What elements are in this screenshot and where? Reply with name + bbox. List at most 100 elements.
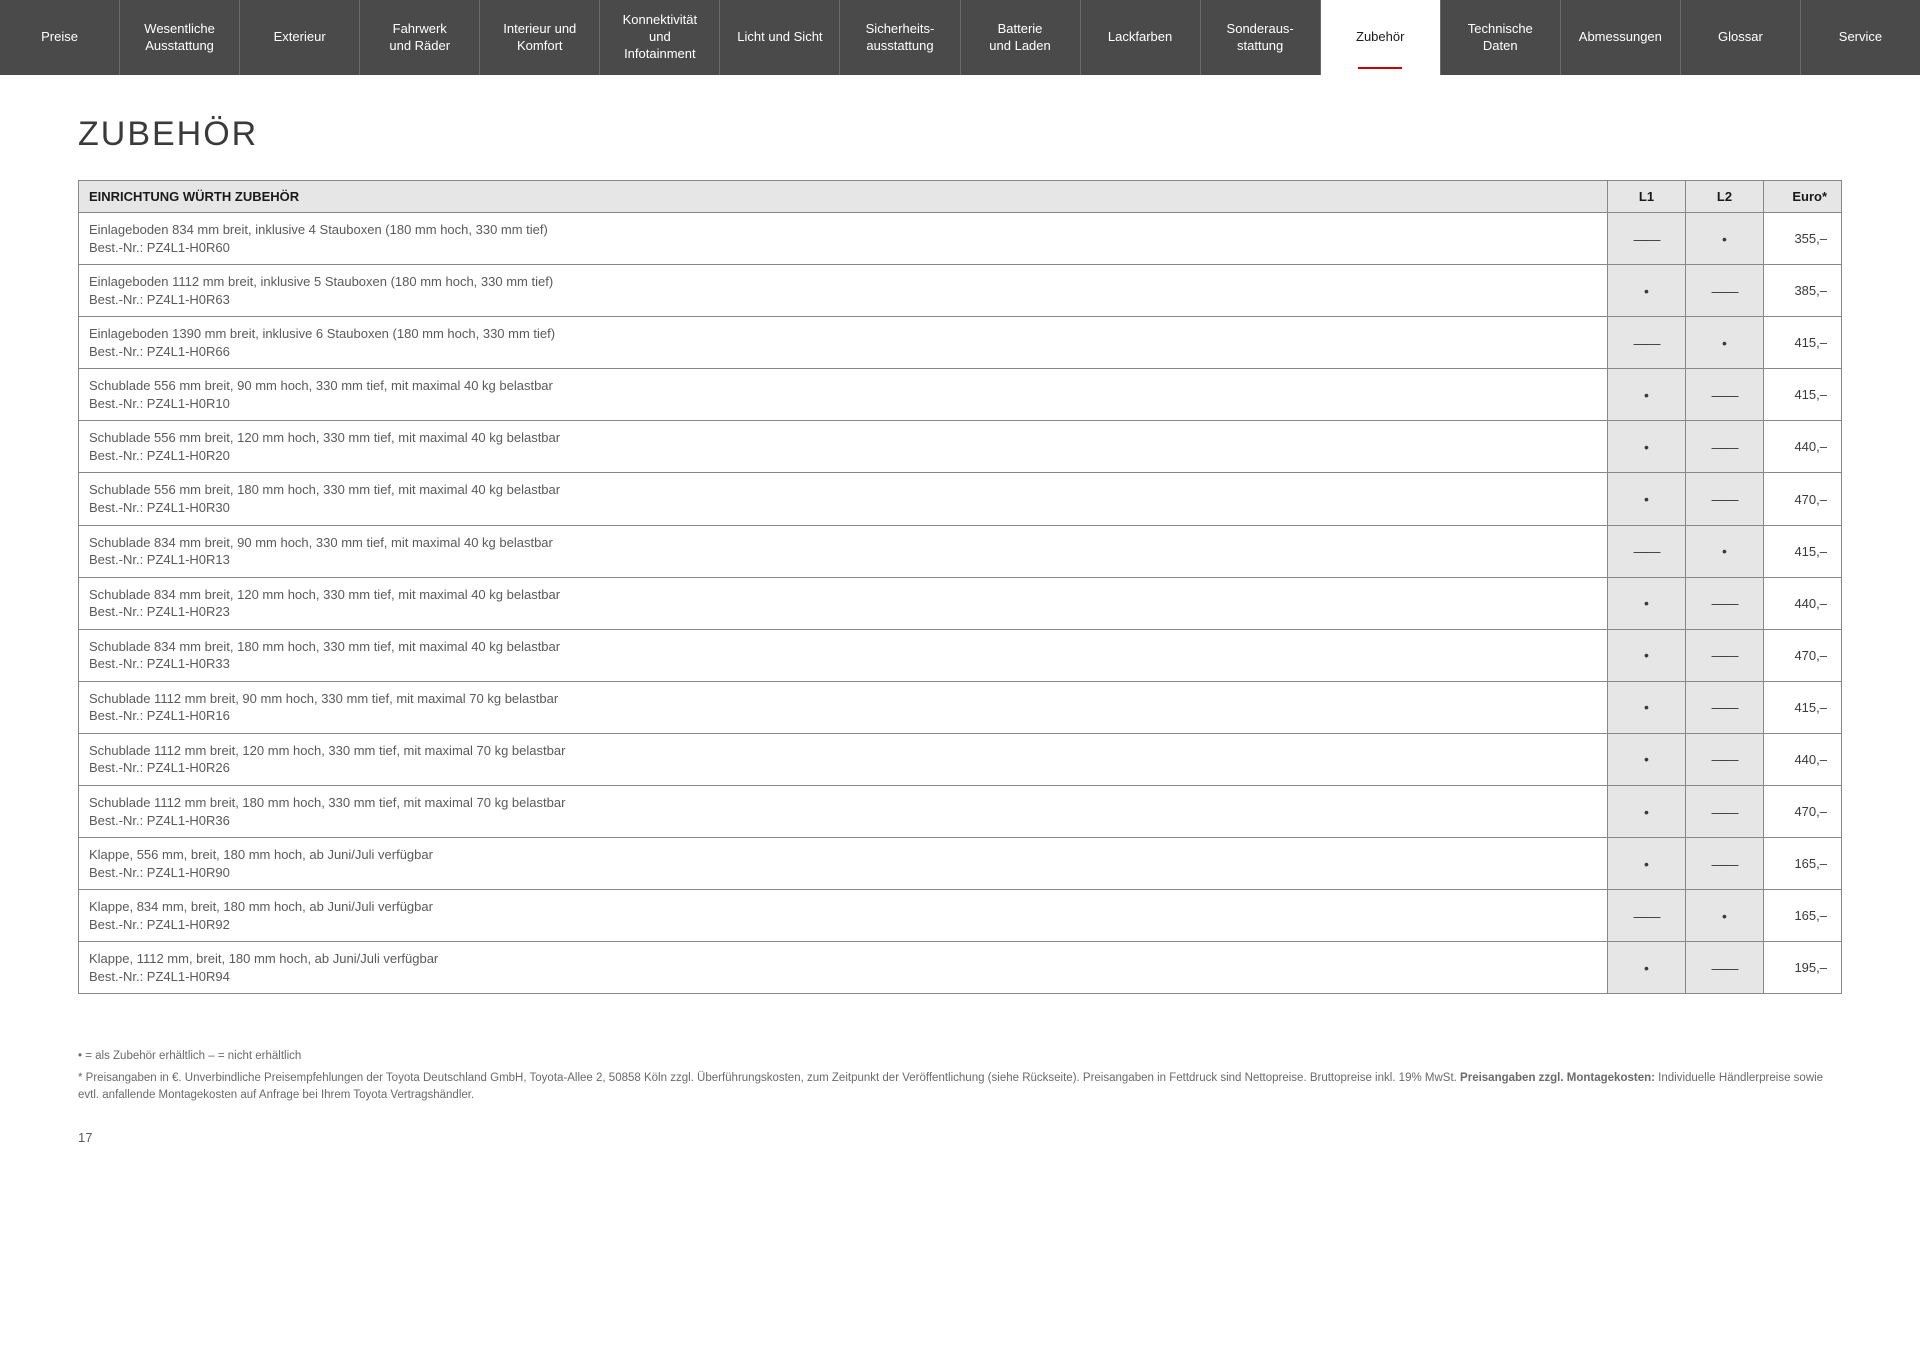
desc-line1: Schublade 556 mm breit, 90 mm hoch, 330 … [89, 377, 1597, 395]
nav-tab[interactable]: Sicherheits-ausstattung [840, 0, 960, 75]
l1-cell: —— [1608, 317, 1686, 369]
description-cell: Schublade 556 mm breit, 180 mm hoch, 330… [79, 473, 1608, 525]
desc-line2: Best.-Nr.: PZ4L1-H0R60 [89, 239, 1597, 257]
nav-tab[interactable]: TechnischeDaten [1441, 0, 1561, 75]
l2-cell: • [1686, 213, 1764, 265]
nav-tab[interactable]: Glossar [1681, 0, 1801, 75]
header-l2: L2 [1686, 181, 1764, 213]
price-note-prefix: * Preisangaben in €. Unverbindliche Prei… [78, 1072, 1460, 1084]
l2-cell: • [1686, 317, 1764, 369]
l2-cell: —— [1686, 629, 1764, 681]
nav-tab[interactable]: KonnektivitätundInfotainment [600, 0, 720, 75]
description-cell: Schublade 556 mm breit, 120 mm hoch, 330… [79, 421, 1608, 473]
nav-tab[interactable]: Lackfarben [1081, 0, 1201, 75]
desc-line1: Schublade 834 mm breit, 90 mm hoch, 330 … [89, 534, 1597, 552]
nav-tab[interactable]: Preise [0, 0, 120, 75]
page-number: 17 [78, 1130, 1842, 1145]
page-title: ZUBEHÖR [78, 115, 1842, 154]
desc-line1: Schublade 556 mm breit, 120 mm hoch, 330… [89, 429, 1597, 447]
desc-line2: Best.-Nr.: PZ4L1-H0R10 [89, 395, 1597, 413]
l1-cell: —— [1608, 890, 1686, 942]
desc-line2: Best.-Nr.: PZ4L1-H0R30 [89, 499, 1597, 517]
table-row: Klappe, 834 mm, breit, 180 mm hoch, ab J… [79, 890, 1842, 942]
description-cell: Schublade 834 mm breit, 90 mm hoch, 330 … [79, 525, 1608, 577]
price-cell: 470,– [1764, 629, 1842, 681]
desc-line1: Klappe, 556 mm, breit, 180 mm hoch, ab J… [89, 846, 1597, 864]
desc-line1: Schublade 834 mm breit, 120 mm hoch, 330… [89, 586, 1597, 604]
l2-cell: —— [1686, 265, 1764, 317]
nav-tab[interactable]: Exterieur [240, 0, 360, 75]
l1-cell: —— [1608, 213, 1686, 265]
price-cell: 470,– [1764, 473, 1842, 525]
l2-cell: —— [1686, 421, 1764, 473]
price-cell: 355,– [1764, 213, 1842, 265]
nav-tab[interactable]: Batterieund Laden [961, 0, 1081, 75]
header-title: EINRICHTUNG WÜRTH ZUBEHÖR [79, 181, 1608, 213]
l1-cell: • [1608, 369, 1686, 421]
table-row: Schublade 556 mm breit, 90 mm hoch, 330 … [79, 369, 1842, 421]
l2-cell: —— [1686, 369, 1764, 421]
price-cell: 440,– [1764, 421, 1842, 473]
desc-line1: Einlageboden 1112 mm breit, inklusive 5 … [89, 273, 1597, 291]
footnotes: • = als Zubehör erhältlich – = nicht erh… [78, 1048, 1842, 1104]
nav-tab[interactable]: Service [1801, 0, 1920, 75]
price-cell: 415,– [1764, 317, 1842, 369]
table-row: Schublade 834 mm breit, 90 mm hoch, 330 … [79, 525, 1842, 577]
table-row: Klappe, 1112 mm, breit, 180 mm hoch, ab … [79, 942, 1842, 994]
price-note: * Preisangaben in €. Unverbindliche Prei… [78, 1070, 1842, 1105]
table-row: Schublade 556 mm breit, 120 mm hoch, 330… [79, 421, 1842, 473]
desc-line1: Klappe, 1112 mm, breit, 180 mm hoch, ab … [89, 950, 1597, 968]
table-row: Schublade 834 mm breit, 120 mm hoch, 330… [79, 577, 1842, 629]
description-cell: Einlageboden 1112 mm breit, inklusive 5 … [79, 265, 1608, 317]
desc-line1: Schublade 834 mm breit, 180 mm hoch, 330… [89, 638, 1597, 656]
desc-line2: Best.-Nr.: PZ4L1-H0R20 [89, 447, 1597, 465]
l1-cell: • [1608, 942, 1686, 994]
nav-tab[interactable]: Interieur undKomfort [480, 0, 600, 75]
l1-cell: • [1608, 629, 1686, 681]
accessories-table: EINRICHTUNG WÜRTH ZUBEHÖR L1 L2 Euro* Ei… [78, 180, 1842, 994]
table-row: Schublade 834 mm breit, 180 mm hoch, 330… [79, 629, 1842, 681]
desc-line1: Klappe, 834 mm, breit, 180 mm hoch, ab J… [89, 898, 1597, 916]
desc-line1: Schublade 556 mm breit, 180 mm hoch, 330… [89, 481, 1597, 499]
desc-line2: Best.-Nr.: PZ4L1-H0R94 [89, 968, 1597, 986]
table-row: Schublade 556 mm breit, 180 mm hoch, 330… [79, 473, 1842, 525]
price-cell: 440,– [1764, 577, 1842, 629]
desc-line1: Schublade 1112 mm breit, 90 mm hoch, 330… [89, 690, 1597, 708]
l1-cell: • [1608, 473, 1686, 525]
price-cell: 165,– [1764, 890, 1842, 942]
header-price: Euro* [1764, 181, 1842, 213]
description-cell: Klappe, 1112 mm, breit, 180 mm hoch, ab … [79, 942, 1608, 994]
l2-cell: —— [1686, 473, 1764, 525]
page-content: ZUBEHÖR EINRICHTUNG WÜRTH ZUBEHÖR L1 L2 … [0, 75, 1920, 1145]
desc-line2: Best.-Nr.: PZ4L1-H0R92 [89, 916, 1597, 934]
l1-cell: • [1608, 838, 1686, 890]
desc-line1: Einlageboden 1390 mm breit, inklusive 6 … [89, 325, 1597, 343]
nav-tab[interactable]: WesentlicheAusstattung [120, 0, 240, 75]
nav-tab[interactable]: Abmessungen [1561, 0, 1681, 75]
l1-cell: • [1608, 786, 1686, 838]
price-cell: 415,– [1764, 681, 1842, 733]
price-cell: 415,– [1764, 369, 1842, 421]
description-cell: Schublade 834 mm breit, 180 mm hoch, 330… [79, 629, 1608, 681]
description-cell: Schublade 556 mm breit, 90 mm hoch, 330 … [79, 369, 1608, 421]
table-row: Einlageboden 1390 mm breit, inklusive 6 … [79, 317, 1842, 369]
table-row: Klappe, 556 mm, breit, 180 mm hoch, ab J… [79, 838, 1842, 890]
desc-line2: Best.-Nr.: PZ4L1-H0R23 [89, 603, 1597, 621]
l2-cell: —— [1686, 733, 1764, 785]
legend: • = als Zubehör erhältlich – = nicht erh… [78, 1048, 1842, 1065]
desc-line1: Schublade 1112 mm breit, 120 mm hoch, 33… [89, 742, 1597, 760]
nav-tab[interactable]: Fahrwerkund Räder [360, 0, 480, 75]
desc-line2: Best.-Nr.: PZ4L1-H0R13 [89, 551, 1597, 569]
l2-cell: —— [1686, 838, 1764, 890]
table-row: Einlageboden 1112 mm breit, inklusive 5 … [79, 265, 1842, 317]
nav-tab[interactable]: Zubehör [1321, 0, 1441, 75]
table-header-row: EINRICHTUNG WÜRTH ZUBEHÖR L1 L2 Euro* [79, 181, 1842, 213]
nav-tab[interactable]: Licht und Sicht [720, 0, 840, 75]
table-row: Schublade 1112 mm breit, 180 mm hoch, 33… [79, 786, 1842, 838]
l1-cell: • [1608, 421, 1686, 473]
price-cell: 415,– [1764, 525, 1842, 577]
header-l1: L1 [1608, 181, 1686, 213]
top-nav: PreiseWesentlicheAusstattungExterieurFah… [0, 0, 1920, 75]
nav-tab[interactable]: Sonderaus-stattung [1201, 0, 1321, 75]
l2-cell: —— [1686, 942, 1764, 994]
